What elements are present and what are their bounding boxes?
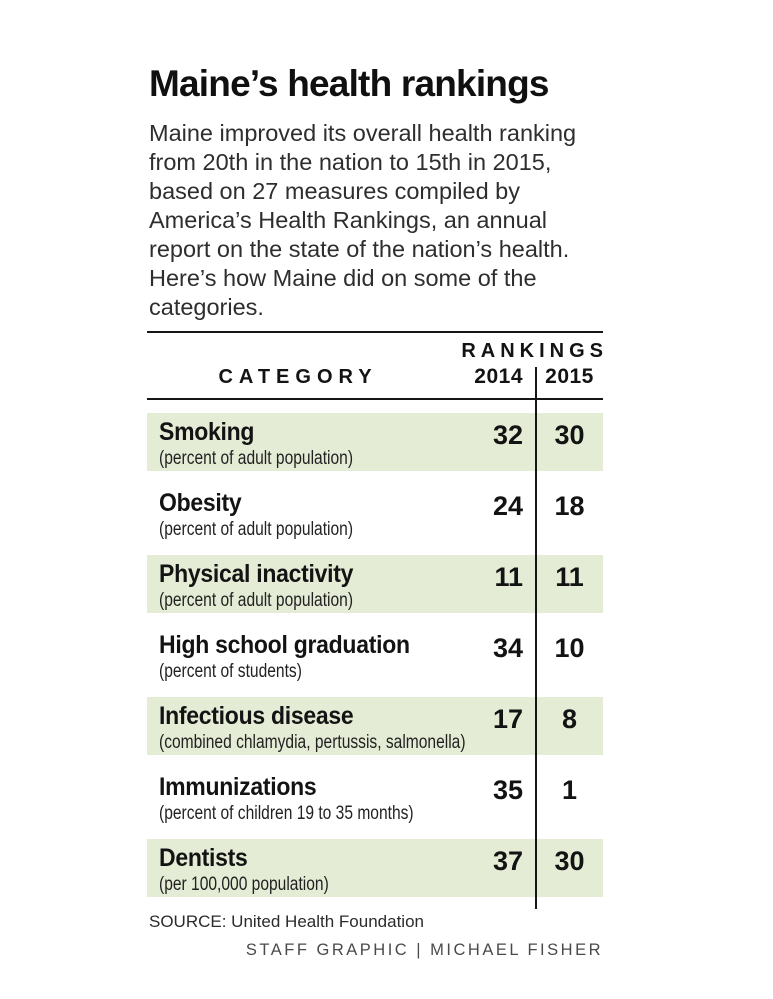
rank-2015-value: 10 [554, 632, 585, 663]
category-cell: Immunizations (percent of children 19 to… [147, 768, 443, 825]
rank-2015-value: 1 [561, 774, 578, 805]
rankings-table: RANKINGS CATEGORY 2014 2015 Smoking (per… [147, 330, 603, 909]
category-name: High school graduation [159, 630, 410, 659]
category-note: (combined chlamydia, pertussis, salmonel… [159, 731, 466, 753]
category-note: (percent of adult population) [159, 589, 354, 611]
rank-2015-value: 18 [554, 490, 585, 521]
table-row: Physical inactivity (percent of adult po… [147, 554, 603, 613]
table-row: Infectious disease (combined chlamydia, … [147, 696, 603, 755]
rank-2014-value: 17 [492, 703, 523, 734]
rank-2014-value: 34 [492, 632, 523, 663]
category-note: (percent of students) [159, 660, 302, 682]
table-rows: Smoking (percent of adult population) 32… [147, 412, 603, 897]
table-row: Smoking (percent of adult population) 32… [147, 412, 603, 471]
table-row: Immunizations (percent of children 19 to… [147, 767, 603, 826]
page-title: Maine’s health rankings [149, 63, 549, 104]
category-note: (percent of children 19 to 35 months) [159, 802, 414, 824]
category-name: Obesity [159, 488, 242, 517]
category-name: Immunizations [159, 772, 317, 801]
category-cell: Physical inactivity (percent of adult po… [147, 555, 443, 612]
category-cell: Dentists (per 100,000 population) [147, 839, 443, 896]
category-name: Dentists [159, 843, 248, 872]
category-column-header: CATEGORY [218, 365, 378, 388]
category-cell: Obesity (percent of adult population) [147, 484, 443, 541]
table-row: High school graduation (percent of stude… [147, 625, 603, 684]
category-name: Physical inactivity [159, 559, 354, 588]
rank-2014-value: 37 [492, 845, 523, 876]
rank-2014-value: 35 [492, 774, 523, 805]
rank-2014-value: 32 [492, 419, 523, 450]
rank-2015-value: 30 [554, 845, 585, 876]
rank-2015-value: 30 [554, 419, 585, 450]
category-name: Infectious disease [159, 701, 354, 730]
source-attribution: SOURCE: United Health Foundation [149, 911, 424, 931]
rank-2015-value: 11 [555, 561, 584, 592]
table-row: Obesity (percent of adult population) 24… [147, 483, 603, 542]
category-name: Smoking [159, 417, 255, 446]
rank-2015-value: 8 [561, 703, 578, 734]
year-2014-column-header: 2014 [474, 364, 523, 388]
graphic-credit: STAFF GRAPHIC | MICHAEL FISHER [245, 940, 603, 959]
table-header-row: CATEGORY 2014 2015 [147, 363, 603, 400]
category-cell: Smoking (percent of adult population) [147, 413, 443, 470]
column-divider-line [535, 366, 537, 909]
category-cell: Infectious disease (combined chlamydia, … [147, 697, 466, 754]
rankings-header-label: RANKINGS [461, 339, 608, 362]
rank-2014-value: 11 [494, 561, 523, 592]
category-note: (percent of adult population) [159, 447, 354, 469]
rank-2014-value: 24 [492, 490, 523, 521]
year-2015-column-header: 2015 [545, 364, 594, 388]
category-note: (percent of adult population) [159, 518, 354, 540]
infographic-content: Maine’s health rankings Maine improved i… [147, 63, 603, 960]
category-note: (per 100,000 population) [159, 873, 329, 895]
table-row: Dentists (per 100,000 population) 37 30 [147, 838, 603, 897]
intro-paragraph: Maine improved its overall health rankin… [149, 119, 577, 320]
category-cell: High school graduation (percent of stude… [147, 626, 443, 683]
